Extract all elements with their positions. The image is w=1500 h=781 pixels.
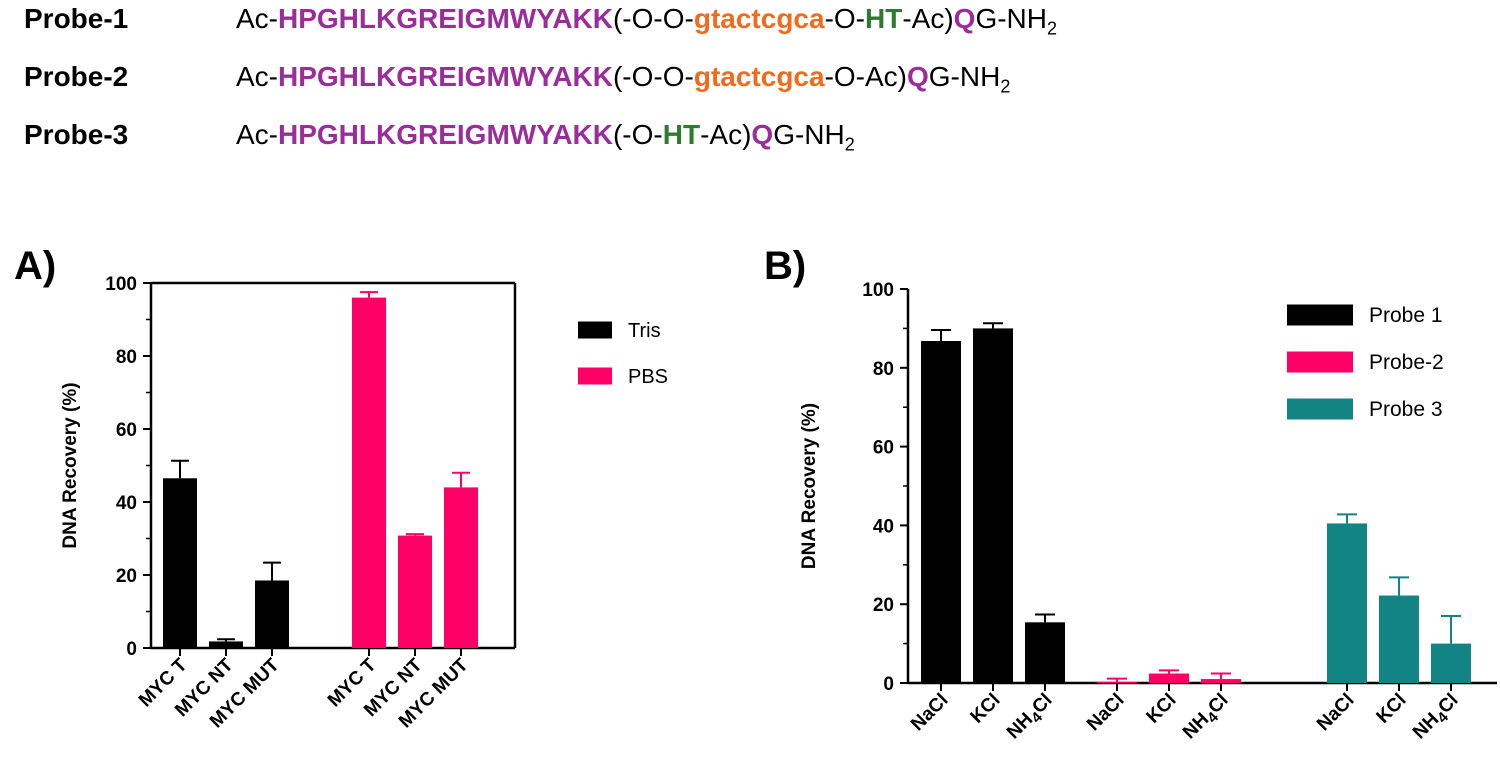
probe-row-3: Probe-3 Ac-HPGHLKGREIGMWYAKK(-O-HT-Ac)QG… xyxy=(0,119,1500,163)
sequence-segment-sub: 2 xyxy=(844,134,855,155)
x-tick-label: KCl xyxy=(1143,690,1181,728)
y-tick-label: 60 xyxy=(873,438,894,459)
y-tick-label: 20 xyxy=(873,595,894,616)
sequence-segment-sub: 2 xyxy=(1000,76,1011,97)
legend-swatch xyxy=(1287,351,1353,373)
x-tick-label: NaCl xyxy=(1083,690,1128,735)
y-tick-label: 60 xyxy=(116,420,137,441)
sequence-segment-plain: -Ac) xyxy=(902,3,954,34)
x-tick-label: NaCl xyxy=(1313,690,1358,735)
legend-label: PBS xyxy=(628,366,668,388)
probe-name: Probe-1 xyxy=(24,3,129,34)
bar xyxy=(973,328,1013,683)
x-tick-label: NH4Cl xyxy=(1003,690,1059,746)
bar xyxy=(352,297,386,648)
probe-name: Probe-3 xyxy=(24,119,129,150)
sequence-segment-dna: gtactcgca xyxy=(693,3,825,34)
y-axis-label: DNA Recovery (%) xyxy=(799,403,820,569)
x-tick-label: NaCl xyxy=(907,690,952,735)
bar xyxy=(1097,681,1137,683)
sequence-segment-plain: (-O-O- xyxy=(612,3,694,34)
sequence-segment-plain: (-O-O- xyxy=(612,61,694,92)
sequence-segment-plain: G-NH xyxy=(975,3,1047,34)
legend-swatch xyxy=(578,321,612,339)
legend-swatch xyxy=(1287,304,1353,326)
sequence-segment-plain: (-O- xyxy=(612,119,663,150)
y-tick-label: 80 xyxy=(873,359,894,380)
y-tick-label: 0 xyxy=(883,674,894,695)
sequence-segment-ht: HT xyxy=(865,3,903,34)
bar xyxy=(255,580,289,648)
legend-swatch xyxy=(1287,398,1353,420)
sequence-segment-plain: -O-Ac) xyxy=(824,61,907,92)
legend-label: Probe 1 xyxy=(1369,304,1443,327)
bar xyxy=(398,535,432,648)
y-axis-label: DNA Recovery (%) xyxy=(60,382,81,548)
bar xyxy=(1327,523,1367,683)
bar xyxy=(1149,673,1189,683)
probe-name: Probe-2 xyxy=(24,61,129,92)
sequence-segment-plain: G-NH xyxy=(928,61,1001,92)
bar xyxy=(1379,595,1419,683)
legend-label: Tris xyxy=(628,320,661,342)
sequence-segment-sub: 2 xyxy=(1046,18,1057,39)
y-tick-label: 100 xyxy=(862,280,894,301)
probe-row-1: Probe-1 Ac-HPGHLKGREIGMWYAKK(-O-O-gtactc… xyxy=(0,3,1500,47)
sequence-segment-peptide: HPGHLKGREIGMWYAKK xyxy=(278,119,613,150)
sequence-segment-dna: gtactcgca xyxy=(693,61,825,92)
y-tick-label: 0 xyxy=(126,639,137,660)
sequence-segment-peptide: HPGHLKGREIGMWYAKK xyxy=(278,3,613,34)
bar xyxy=(444,487,478,648)
probe-row-2: Probe-2 Ac-HPGHLKGREIGMWYAKK(-O-O-gtactc… xyxy=(0,61,1500,105)
legend-label: Probe 3 xyxy=(1369,398,1443,421)
sequence-segment-plain: G-NH xyxy=(773,119,845,150)
sequence-segment-peptide: Q xyxy=(751,119,774,150)
y-tick-label: 80 xyxy=(116,347,137,368)
probe-sequence: Ac-HPGHLKGREIGMWYAKK(-O-O-gtactcgca-O-HT… xyxy=(236,3,1057,40)
sequence-segment-plain: -O- xyxy=(824,3,865,34)
x-tick-label: NH4Cl xyxy=(1179,690,1235,746)
sequence-segment-peptide: Q xyxy=(907,61,929,92)
sequence-segment-plain: -Ac) xyxy=(700,119,752,150)
sequence-segment-plain: Ac- xyxy=(236,61,278,92)
probe-sequence: Ac-HPGHLKGREIGMWYAKK(-O-O-gtactcgca-O-Ac… xyxy=(236,61,1010,98)
sequence-segment-ht: HT xyxy=(662,119,701,150)
y-tick-label: 20 xyxy=(116,566,137,587)
x-tick-label: KCl xyxy=(1373,690,1411,728)
sequence-segment-plain: Ac- xyxy=(236,3,278,34)
panel-letter-a: A) xyxy=(14,244,57,288)
legend-label: Probe-2 xyxy=(1369,351,1444,374)
y-tick-label: 100 xyxy=(105,274,137,295)
bar xyxy=(1201,679,1241,683)
bar xyxy=(209,641,243,648)
legend-swatch xyxy=(578,367,612,385)
bar xyxy=(1431,643,1471,683)
x-tick-label: KCl xyxy=(967,690,1005,728)
y-tick-label: 40 xyxy=(873,516,894,537)
bar xyxy=(1025,622,1065,683)
sequence-segment-plain: Ac- xyxy=(236,119,278,150)
x-tick-label: NH4Cl xyxy=(1409,690,1465,746)
bar xyxy=(921,341,961,683)
bar xyxy=(163,478,197,648)
sequence-segment-peptide: Q xyxy=(953,3,976,34)
probe-sequence: Ac-HPGHLKGREIGMWYAKK(-O-HT-Ac)QG-NH2 xyxy=(236,119,855,156)
y-tick-label: 40 xyxy=(116,493,137,514)
sequence-segment-peptide: HPGHLKGREIGMWYAKK xyxy=(278,61,613,92)
panel-letter-b: B) xyxy=(764,244,807,288)
